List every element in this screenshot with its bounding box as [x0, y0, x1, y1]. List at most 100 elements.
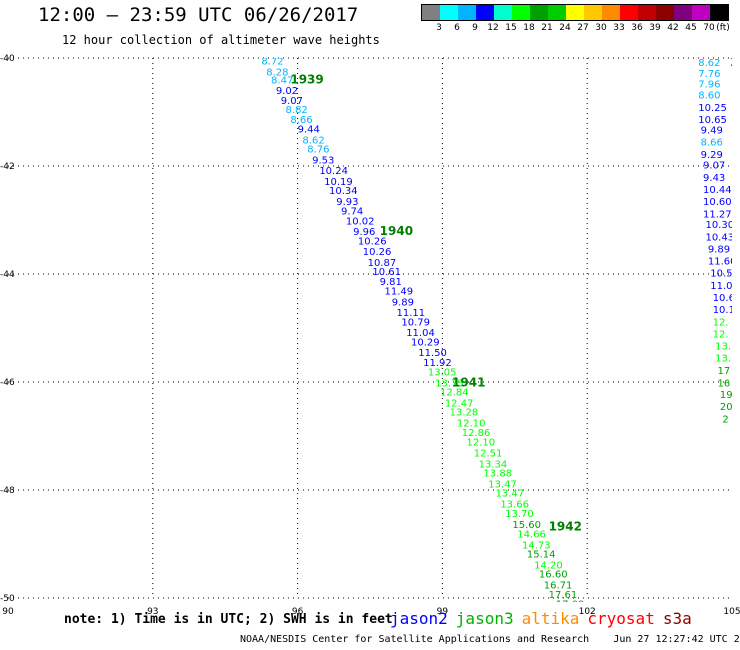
swh-point-jason3: 13. [715, 342, 731, 353]
swh-point-jason2: 10.34 [329, 186, 358, 197]
hour-marker: 1938 [290, 47, 323, 61]
swh-point-jason2: 9.93 [336, 197, 358, 208]
swh-point-jason3: 13.28 [450, 407, 479, 418]
legend-tick-label: 18 [523, 23, 535, 33]
legend-swatch [656, 5, 674, 20]
swh-point-jason2: 8.28 [266, 67, 288, 78]
swh-point-jason3: 12.86 [462, 428, 491, 439]
swh-point-jason2: 11.11 [397, 308, 426, 319]
swh-point-jason3: 12. [713, 317, 729, 328]
y-tick-label: -40 [0, 54, 15, 64]
swh-point-jason3: 15.60 [512, 520, 541, 531]
legend-tick-label: 24 [559, 23, 571, 33]
legend-swatch [674, 5, 692, 20]
swh-point-jason3: 15.14 [527, 550, 556, 561]
legend-tick-label: 70 [703, 23, 715, 33]
swh-point-jason2: 7.96 [698, 80, 720, 91]
swh-point-jason3: 13.75 [435, 378, 464, 389]
swh-point-jason2: 9.49 [701, 126, 723, 137]
legend-tick-label: 30 [595, 23, 607, 33]
swh-point-jason3: 13.47 [488, 479, 517, 490]
swh-point-jason3: 12. [713, 330, 729, 341]
mission-s3a: s3a [662, 609, 692, 628]
swh-point-jason3: 13.70 [505, 509, 534, 520]
swh-point-jason2: 10.6 [713, 293, 735, 304]
swh-point-jason2: 10.30 [705, 220, 734, 231]
swh-point-jason3: 16.60 [539, 569, 568, 580]
swh-point-jason2: 10.79 [401, 317, 430, 328]
mission-legend: jason2 jason3 altika cryosat s3a [390, 609, 700, 628]
data-labels-group: 8.518.728.288.479.029.078.828.669.448.62… [259, 47, 737, 602]
swh-point-jason3: 20 [720, 402, 733, 413]
hour-marker: 1938 [290, 47, 323, 61]
legend-swatch [512, 5, 530, 20]
swh-point-jason2: 10.43 [705, 233, 734, 244]
swh-point-jason2: 8.66 [290, 115, 312, 126]
swh-point-jason2: 8.72 [261, 56, 283, 67]
credit-text: NOAA/NESDIS Center for Satellite Applica… [240, 634, 590, 645]
footer-note: note: 1) Time is in UTC; 2) SWH is in fe… [64, 612, 393, 627]
legend-tick-label: 15 [505, 23, 517, 33]
swh-point-jason2: 8.76 [307, 145, 329, 156]
swh-point-jason2: 11.92 [423, 358, 452, 369]
legend-tick-label: 3 [436, 23, 442, 33]
swh-point-jason2: 10.1 [713, 305, 735, 316]
hour-marker: 1939 [290, 72, 323, 86]
swh-point-jason2: 8.62 [302, 135, 324, 146]
legend-color-bar [421, 4, 729, 21]
swh-point-jason3: 13.47 [495, 488, 524, 499]
legend-swatch [458, 5, 476, 20]
y-tick-label: -42 [0, 162, 15, 172]
swh-point-jason2: 11.50 [418, 348, 447, 359]
swh-point-jason2: 11.27 [703, 209, 732, 220]
swh-point-jason2: 10.19 [324, 177, 353, 188]
mission-jason3: jason3 [455, 609, 514, 628]
swh-point-jason2: 11.60 [708, 256, 737, 267]
legend-swatch [710, 5, 728, 20]
legend-swatch [422, 5, 440, 20]
swh-point-jason3: 16.71 [544, 580, 573, 591]
swh-point-jason2: 10.02 [346, 216, 375, 227]
x-tick-label: 102 [579, 607, 596, 617]
legend-swatch [530, 5, 548, 20]
legend-tick-label: 21 [541, 23, 553, 33]
x-tick-label: 99 [437, 607, 449, 617]
swh-point-jason3: 13.88 [483, 469, 512, 480]
hour-marker: 1940 [380, 224, 413, 238]
swh-point-jason2: 10.24 [319, 166, 348, 177]
swh-point-jason2: 9.89 [392, 297, 414, 308]
swh-point-jason3: 17 [718, 366, 731, 377]
legend-swatch [602, 5, 620, 20]
x-tick-label: 93 [147, 607, 158, 617]
legend-swatch [548, 5, 566, 20]
mission-jason2: jason2 [390, 609, 448, 628]
swh-point-jason2: 8.66 [701, 137, 723, 148]
credit-timestamp: Jun 27 12:27:42 UTC 2017 [613, 634, 740, 645]
swh-point-jason2: 10.26 [358, 236, 387, 247]
swh-point-jason2: 8.51 [259, 50, 281, 61]
swh-point-jason3: 13.34 [479, 459, 508, 470]
y-tick-label: -50 [0, 594, 15, 604]
swh-point-jason2: 9.89 [708, 244, 730, 255]
swh-point-jason3: 14.66 [517, 530, 546, 541]
swh-point-jason2: 9.81 [380, 277, 402, 288]
swh-point-jason2: 10.61 [372, 267, 401, 278]
swh-point-jason2: 9.96 [353, 227, 375, 238]
legend-tick-label: 33 [613, 23, 625, 33]
legend-tick-label: 45 [685, 23, 697, 33]
legend-swatch [566, 5, 584, 20]
swh-point-jason3: 14.20 [534, 560, 563, 571]
legend-tick-label: 9 [472, 23, 478, 33]
swh-point-jason2: 9.07 [703, 161, 725, 172]
legend-tick-label: 27 [577, 23, 589, 33]
swh-point-jason3: 13. [715, 353, 731, 364]
wave-height-legend: 3 6 9 12 15 18 21 24 27 30 33 36 39 42 45 70 (ft) [421, 4, 730, 33]
swh-point-jason2: 10.65 [698, 115, 727, 126]
swh-point-jason3: 13.66 [500, 499, 529, 510]
legend-swatch [476, 5, 494, 20]
legend-tick-label: 42 [667, 23, 679, 33]
x-tick-label: 105 [723, 607, 740, 617]
legend-unit: (ft) [716, 23, 730, 33]
swh-point-jason2: 9.43 [703, 173, 725, 184]
